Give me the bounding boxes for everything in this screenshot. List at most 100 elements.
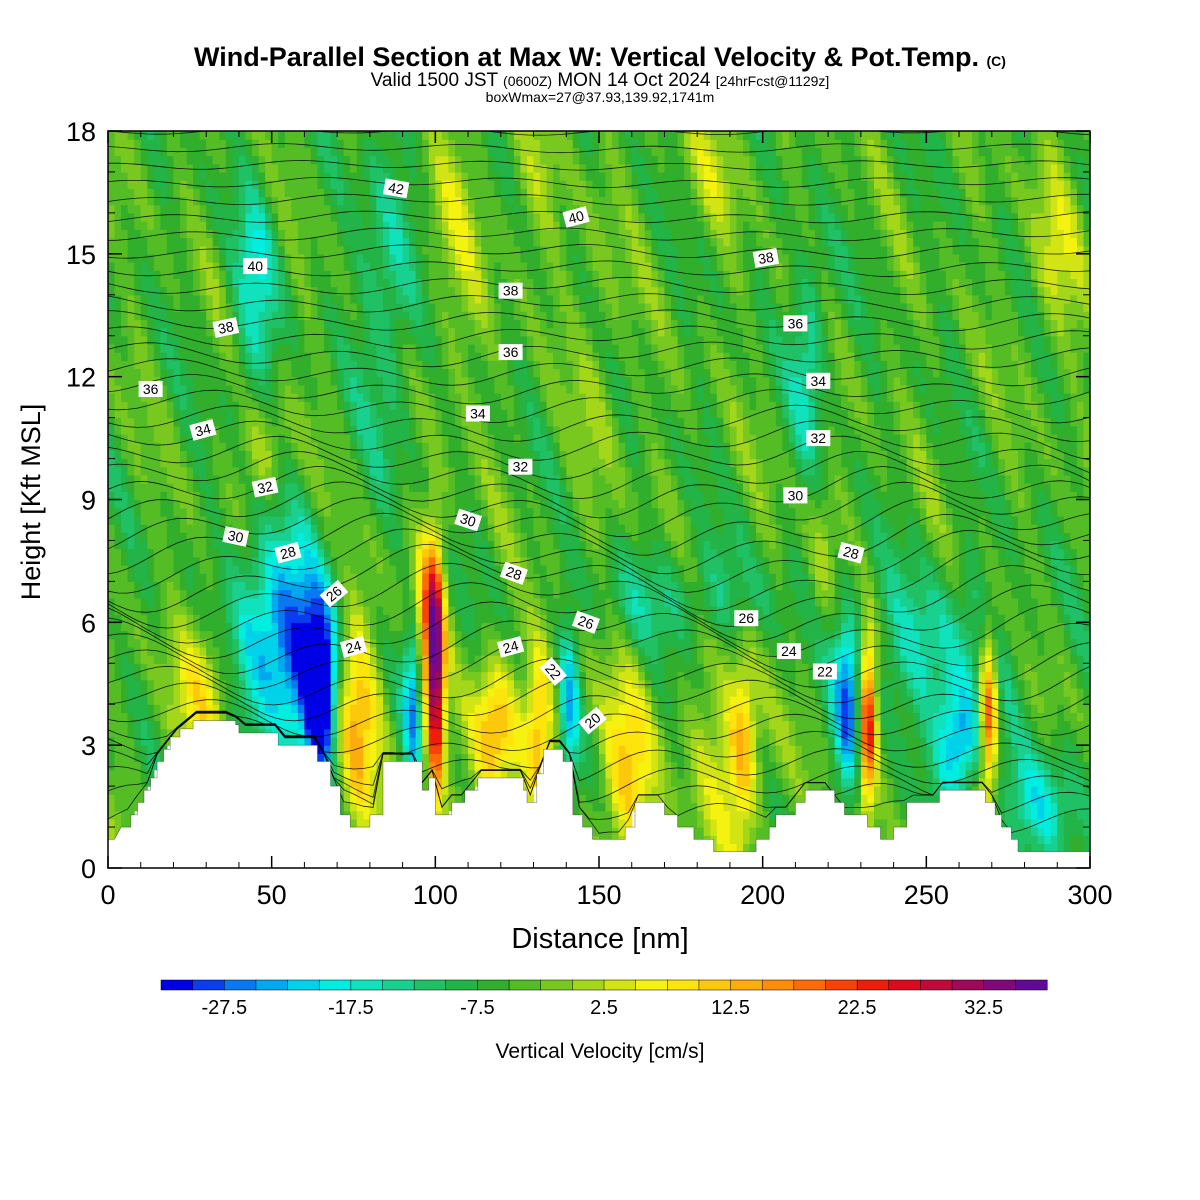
velocity-cell: [232, 270, 240, 279]
velocity-cell: [252, 532, 260, 542]
velocity-cell: [356, 442, 364, 451]
velocity-cell: [468, 278, 476, 288]
velocity-cell: [369, 786, 377, 795]
velocity-cell: [153, 270, 161, 279]
velocity-cell: [310, 646, 318, 656]
velocity-cell: [134, 376, 142, 386]
velocity-cell: [487, 245, 495, 255]
velocity-cell: [310, 671, 318, 681]
velocity-cell: [160, 614, 168, 623]
velocity-cell: [147, 196, 155, 206]
velocity-cell: [402, 712, 410, 722]
velocity-cell: [455, 384, 463, 394]
velocity-cell: [317, 262, 325, 271]
velocity-cell: [461, 229, 469, 239]
velocity-cell: [219, 655, 227, 664]
velocity-cell: [284, 614, 292, 623]
velocity-cell: [455, 565, 463, 574]
velocity-cell: [258, 180, 266, 189]
velocity-cell: [376, 163, 384, 173]
velocity-cell: [455, 524, 463, 533]
velocity-cell: [422, 646, 430, 656]
velocity-cell: [284, 671, 292, 681]
velocity-cell: [206, 245, 214, 255]
velocity-cell: [350, 319, 358, 329]
velocity-cell: [278, 524, 286, 533]
velocity-cell: [350, 532, 358, 542]
velocity-cell: [441, 262, 449, 271]
velocity-cell: [160, 687, 168, 697]
velocity-cell: [232, 303, 240, 312]
velocity-cell: [121, 237, 129, 247]
velocity-cell: [337, 458, 345, 468]
velocity-cell: [468, 294, 476, 304]
velocity-cell: [343, 245, 351, 255]
velocity-cell: [317, 155, 325, 165]
velocity-cell: [402, 204, 410, 214]
velocity-cell: [494, 532, 502, 542]
velocity-cell: [369, 515, 377, 525]
velocity-cell: [481, 335, 489, 345]
velocity-cell: [435, 384, 443, 394]
velocity-cell: [317, 327, 325, 337]
velocity-cell: [114, 532, 122, 542]
velocity-cell: [435, 245, 443, 255]
velocity-cell: [481, 720, 489, 730]
velocity-cell: [396, 655, 404, 664]
velocity-cell: [435, 565, 443, 574]
velocity-cell: [507, 720, 515, 730]
velocity-cell: [127, 507, 135, 517]
velocity-cell: [212, 712, 220, 722]
velocity-cell: [147, 311, 155, 320]
velocity-cell: [402, 524, 410, 533]
velocity-cell: [507, 491, 515, 501]
velocity-cell: [376, 786, 384, 795]
velocity-cell: [212, 548, 220, 558]
velocity-cell: [310, 556, 318, 566]
velocity-cell: [134, 794, 142, 804]
velocity-cell: [415, 556, 423, 566]
velocity-cell: [310, 139, 318, 148]
velocity-cell: [114, 147, 122, 157]
velocity-cell: [186, 163, 194, 173]
velocity-cell: [108, 253, 116, 263]
velocity-cell: [494, 188, 502, 198]
velocity-cell: [350, 737, 358, 746]
velocity-cell: [441, 425, 449, 435]
velocity-cell: [134, 229, 142, 239]
velocity-cell: [337, 131, 345, 140]
velocity-cell: [513, 188, 521, 198]
velocity-cell: [252, 548, 260, 558]
velocity-cell: [461, 548, 469, 558]
velocity-cell: [513, 687, 521, 697]
velocity-cell: [507, 712, 515, 722]
velocity-cell: [363, 384, 371, 394]
velocity-cell: [402, 237, 410, 247]
velocity-cell: [428, 712, 436, 722]
velocity-cell: [396, 687, 404, 697]
velocity-cell: [363, 466, 371, 476]
velocity-cell: [166, 458, 174, 468]
velocity-cell: [474, 704, 482, 713]
velocity-cell: [160, 425, 168, 435]
velocity-cell: [127, 548, 135, 558]
velocity-cell: [114, 450, 122, 460]
velocity-cell: [180, 253, 188, 263]
velocity-cell: [494, 671, 502, 681]
velocity-cell: [160, 515, 168, 525]
velocity-cell: [324, 556, 332, 566]
velocity-cell: [376, 442, 384, 451]
velocity-cell: [324, 417, 332, 427]
velocity-cell: [441, 253, 449, 263]
velocity-cell: [153, 245, 161, 255]
velocity-cell: [284, 589, 292, 599]
velocity-cell: [383, 532, 391, 542]
velocity-cell: [461, 442, 469, 451]
velocity-cell: [245, 704, 253, 713]
velocity-cell: [186, 376, 194, 386]
velocity-cell: [252, 376, 260, 386]
velocity-cell: [147, 286, 155, 296]
velocity-cell: [500, 147, 508, 157]
velocity-cell: [114, 597, 122, 607]
velocity-cell: [147, 556, 155, 566]
